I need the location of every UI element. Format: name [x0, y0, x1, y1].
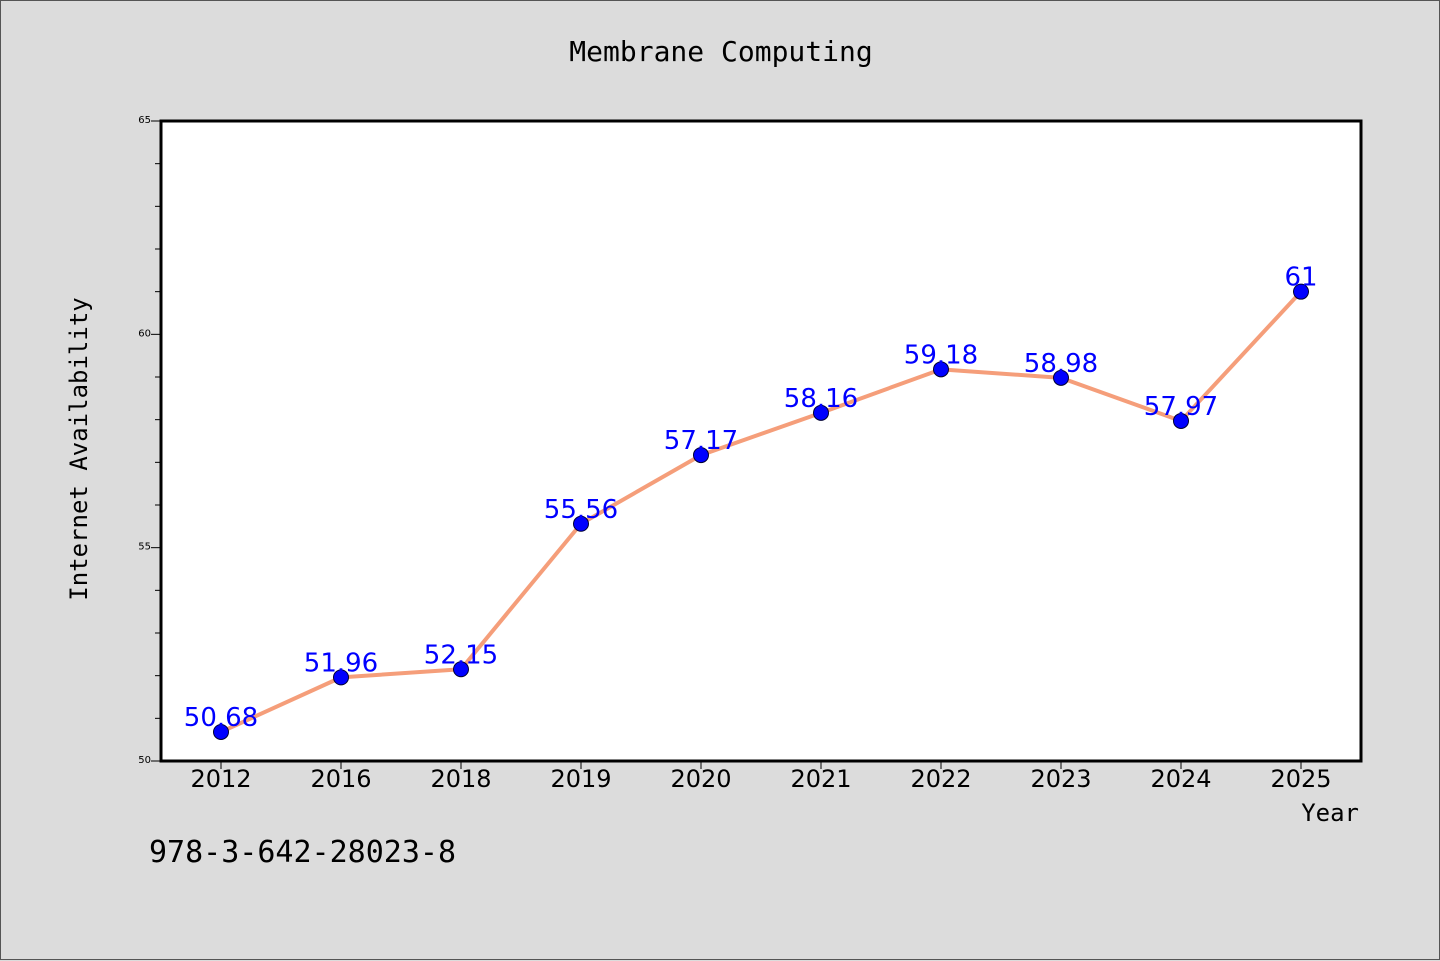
data-label: 55.56 — [544, 495, 618, 525]
y-tick-label: 60 — [138, 328, 151, 339]
data-label: 58.98 — [1024, 349, 1098, 379]
data-point — [1173, 412, 1189, 429]
data-labels: 50.68 51.96 52.15 55.56 57.17 58.16 59.18 58.98… — [184, 263, 1318, 733]
y-tick-label: 55 — [138, 542, 151, 553]
plot-area — [159, 119, 1363, 763]
data-label: 58.16 — [784, 384, 858, 414]
x-tick-label: 2018 — [430, 765, 491, 793]
y-axis-label: Internet Availability — [65, 297, 93, 600]
x-tick-label: 2016 — [310, 765, 371, 793]
data-point — [813, 404, 829, 421]
x-tick-label: 2025 — [1270, 765, 1331, 793]
data-point — [453, 661, 469, 678]
x-tick-label: 2021 — [790, 765, 851, 793]
data-point — [333, 669, 349, 686]
data-label: 50.68 — [184, 703, 258, 733]
data-label: 61 — [1284, 263, 1317, 293]
x-tick-label: 2023 — [1030, 765, 1091, 793]
data-label: 57.97 — [1144, 392, 1218, 422]
x-tick-label: 2012 — [190, 765, 251, 793]
data-label: 57.17 — [664, 426, 738, 456]
data-point — [213, 723, 229, 740]
y-tick-label: 50 — [138, 755, 151, 766]
isbn-text: 978-3-642-28023-8 — [149, 835, 457, 870]
y-axis-ticks: 50 55 60 65 — [138, 115, 161, 766]
x-axis-label: Year — [1301, 799, 1359, 827]
chart-title: Membrane Computing — [569, 35, 873, 68]
series-line — [220, 290, 1303, 734]
data-label: 51.96 — [304, 648, 378, 678]
x-tick-label: 2020 — [670, 765, 731, 793]
x-tick-label: 2024 — [1150, 765, 1211, 793]
data-label: 59.18 — [904, 340, 978, 370]
x-axis-ticks: 2012 2016 2018 2019 2020 2021 2022 2023 2024 2025 — [190, 761, 1332, 793]
data-point — [1053, 369, 1069, 386]
data-point — [933, 361, 949, 378]
data-point — [1293, 283, 1309, 300]
x-tick-label: 2022 — [910, 765, 971, 793]
x-tick-label: 2019 — [550, 765, 611, 793]
data-point — [693, 447, 709, 464]
data-points — [213, 283, 1309, 740]
data-label: 52.15 — [424, 640, 498, 670]
y-tick-label: 65 — [138, 115, 151, 126]
data-point — [573, 515, 589, 532]
